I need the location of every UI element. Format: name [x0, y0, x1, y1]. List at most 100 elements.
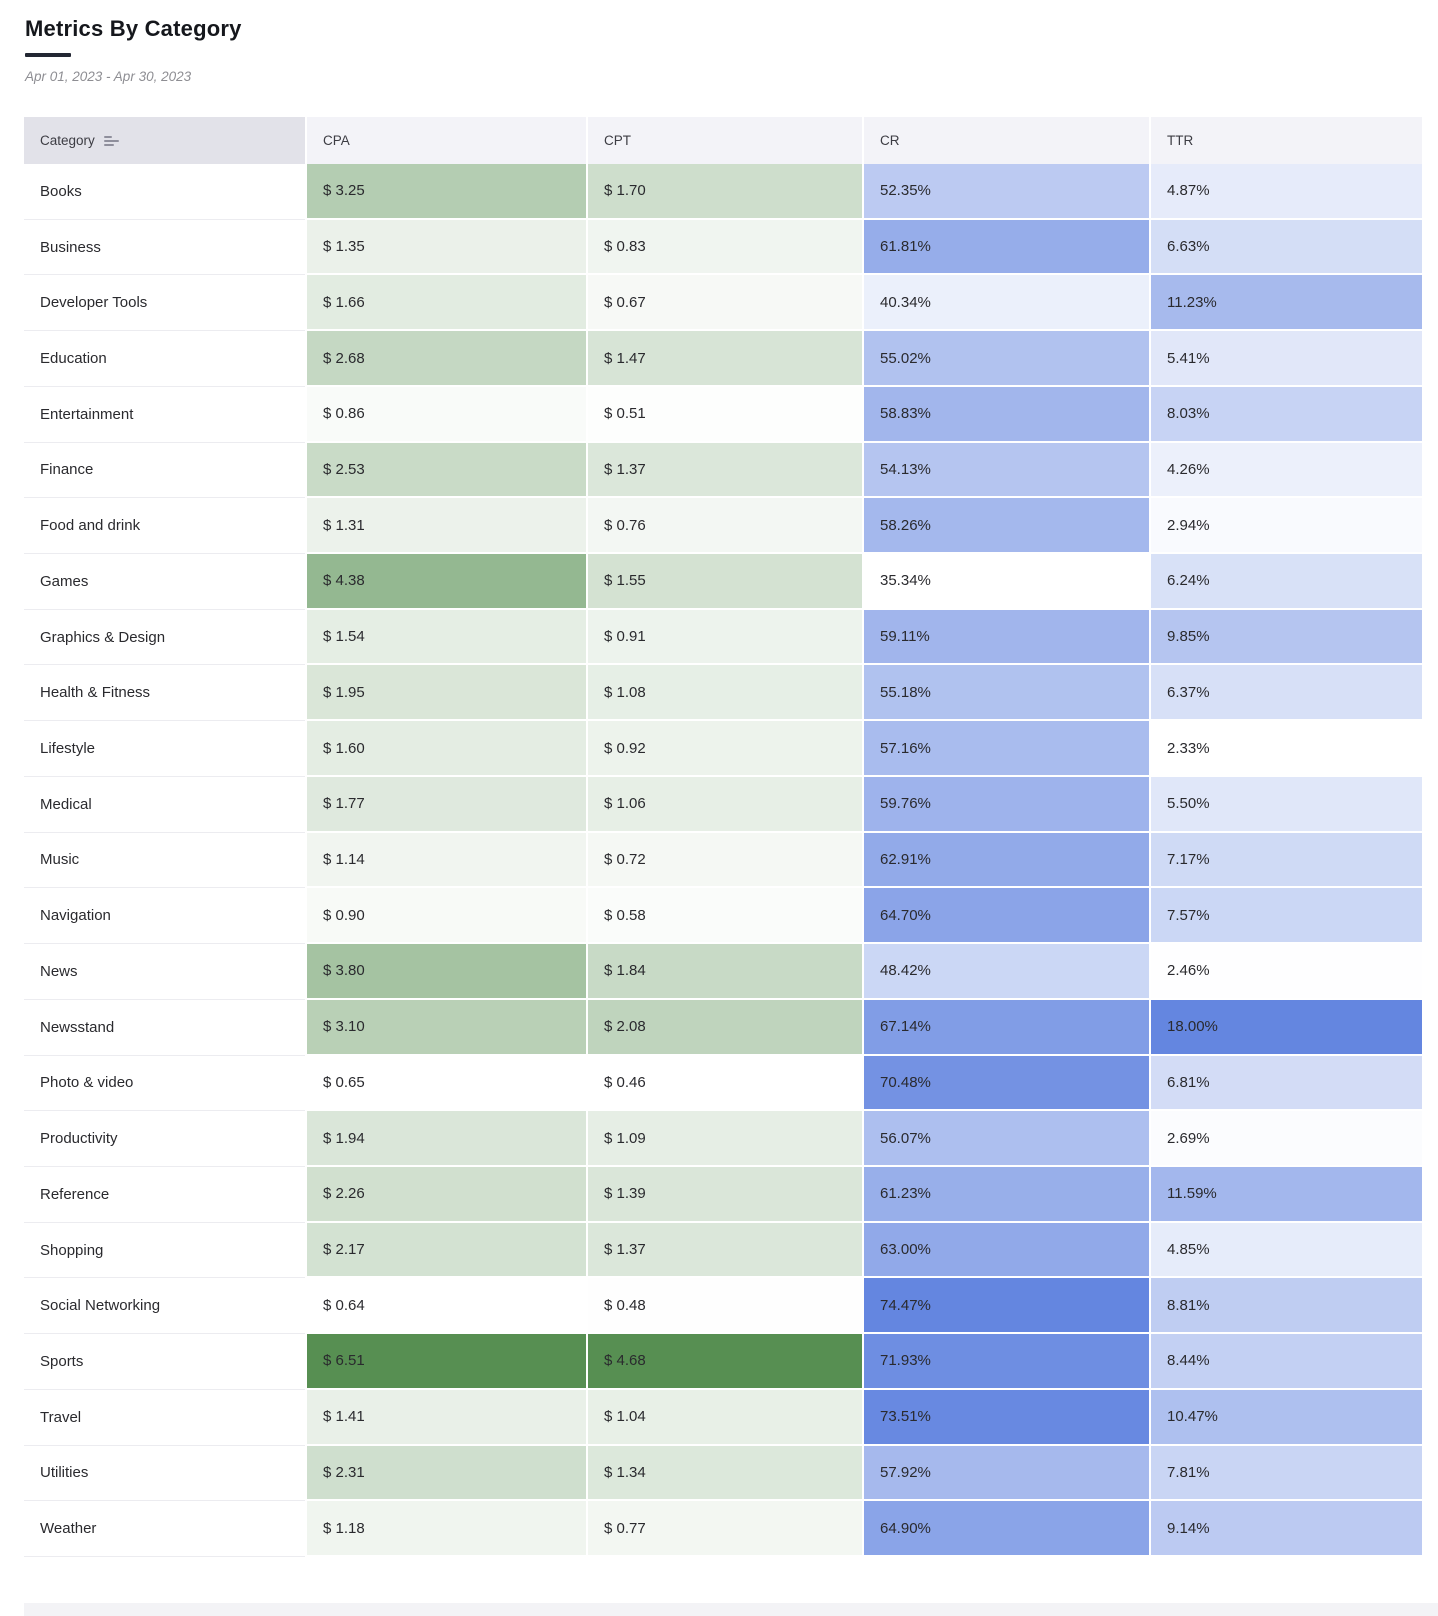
- cpa-cell: $ 3.10: [305, 999, 586, 1056]
- category-cell: Newsstand: [24, 999, 305, 1056]
- column-header-ttr[interactable]: TTR: [1149, 117, 1422, 164]
- ttr-cell: 8.03%: [1149, 386, 1422, 443]
- cr-cell: 35.34%: [862, 554, 1149, 610]
- cpt-cell: $ 0.51: [586, 386, 862, 443]
- category-cell: Graphics & Design: [24, 609, 305, 666]
- ttr-cell: 4.26%: [1149, 442, 1422, 499]
- cr-cell: 63.00%: [862, 1222, 1149, 1279]
- cpt-cell: $ 0.48: [586, 1278, 862, 1335]
- cpa-cell: $ 1.14: [305, 832, 586, 889]
- category-cell: Education: [24, 331, 305, 387]
- cpa-cell: $ 1.35: [305, 219, 586, 276]
- column-header-category-label: Category: [40, 133, 95, 148]
- category-cell: Reference: [24, 1166, 305, 1223]
- metrics-table: Category CPA CPT CR TTR Books $ 3.25 $ 1.7…: [24, 117, 1438, 1557]
- cpa-cell: $ 2.17: [305, 1222, 586, 1279]
- cr-cell: 40.34%: [862, 275, 1149, 332]
- cr-cell: 70.48%: [862, 1055, 1149, 1112]
- cpt-cell: $ 1.39: [586, 1166, 862, 1223]
- cpa-cell: $ 6.51: [305, 1334, 586, 1390]
- cr-cell: 64.90%: [862, 1501, 1149, 1557]
- cpa-cell: $ 3.25: [305, 164, 586, 220]
- ttr-cell: 8.81%: [1149, 1278, 1422, 1335]
- cpt-cell: $ 0.58: [586, 888, 862, 945]
- category-cell: Business: [24, 219, 305, 276]
- category-cell: Shopping: [24, 1222, 305, 1279]
- cr-cell: 61.81%: [862, 219, 1149, 276]
- cpa-cell: $ 1.77: [305, 776, 586, 833]
- category-cell: Music: [24, 832, 305, 889]
- cpt-cell: $ 0.76: [586, 498, 862, 555]
- cpa-cell: $ 0.86: [305, 386, 586, 443]
- category-cell: Medical: [24, 776, 305, 833]
- column-header-cpa[interactable]: CPA: [305, 117, 586, 164]
- cpa-cell: $ 1.41: [305, 1389, 586, 1446]
- cpa-cell: $ 2.31: [305, 1445, 586, 1502]
- cpa-cell: $ 0.64: [305, 1278, 586, 1335]
- ttr-cell: 2.69%: [1149, 1111, 1422, 1167]
- ttr-cell: 8.44%: [1149, 1334, 1422, 1390]
- page-title: Metrics By Category: [25, 16, 242, 41]
- cr-cell: 57.16%: [862, 721, 1149, 777]
- sort-icon[interactable]: [103, 135, 119, 146]
- cpt-cell: $ 1.37: [586, 1222, 862, 1279]
- category-cell: Developer Tools: [24, 275, 305, 332]
- ttr-cell: 4.87%: [1149, 164, 1422, 220]
- cpa-cell: $ 1.60: [305, 721, 586, 777]
- date-range-label: Apr 01, 2023 - Apr 30, 2023: [25, 69, 192, 84]
- cr-cell: 64.70%: [862, 888, 1149, 945]
- cpa-cell: $ 1.31: [305, 498, 586, 555]
- column-header-category[interactable]: Category: [24, 117, 305, 164]
- ttr-cell: 7.57%: [1149, 888, 1422, 945]
- category-cell: Food and drink: [24, 498, 305, 555]
- category-cell: Entertainment: [24, 386, 305, 443]
- ttr-cell: 18.00%: [1149, 999, 1422, 1056]
- cr-cell: 73.51%: [862, 1389, 1149, 1446]
- ttr-cell: 5.41%: [1149, 331, 1422, 387]
- cpt-cell: $ 1.47: [586, 331, 862, 387]
- category-cell: Productivity: [24, 1111, 305, 1167]
- category-cell: Travel: [24, 1389, 305, 1446]
- ttr-cell: 9.85%: [1149, 609, 1422, 666]
- title-underline: [25, 53, 71, 57]
- category-cell: Sports: [24, 1334, 305, 1390]
- cpt-cell: $ 0.72: [586, 832, 862, 889]
- cr-cell: 71.93%: [862, 1334, 1149, 1390]
- ttr-cell: 7.17%: [1149, 832, 1422, 889]
- cpt-cell: $ 1.37: [586, 442, 862, 499]
- ttr-cell: 2.33%: [1149, 721, 1422, 777]
- cpt-cell: $ 1.70: [586, 164, 862, 220]
- cpa-cell: $ 4.38: [305, 554, 586, 610]
- cpa-cell: $ 1.18: [305, 1501, 586, 1557]
- ttr-cell: 10.47%: [1149, 1389, 1422, 1446]
- category-cell: Finance: [24, 442, 305, 499]
- column-header-cpt[interactable]: CPT: [586, 117, 862, 164]
- cpt-cell: $ 1.55: [586, 554, 862, 610]
- cpa-cell: $ 1.94: [305, 1111, 586, 1167]
- cr-cell: 55.18%: [862, 665, 1149, 722]
- cpt-cell: $ 1.08: [586, 665, 862, 722]
- cr-cell: 58.83%: [862, 386, 1149, 443]
- column-header-cr[interactable]: CR: [862, 117, 1149, 164]
- ttr-cell: 11.59%: [1149, 1166, 1422, 1223]
- ttr-cell: 4.85%: [1149, 1222, 1422, 1279]
- category-cell: Weather: [24, 1501, 305, 1557]
- cr-cell: 62.91%: [862, 832, 1149, 889]
- cr-cell: 59.76%: [862, 776, 1149, 833]
- cpt-cell: $ 1.34: [586, 1445, 862, 1502]
- category-cell: Lifestyle: [24, 721, 305, 777]
- cr-cell: 67.14%: [862, 999, 1149, 1056]
- ttr-cell: 6.37%: [1149, 665, 1422, 722]
- category-cell: Navigation: [24, 888, 305, 945]
- cr-cell: 56.07%: [862, 1111, 1149, 1167]
- cpt-cell: $ 1.84: [586, 944, 862, 1000]
- category-cell: Photo & video: [24, 1055, 305, 1112]
- cpa-cell: $ 2.26: [305, 1166, 586, 1223]
- ttr-cell: 6.63%: [1149, 219, 1422, 276]
- cr-cell: 58.26%: [862, 498, 1149, 555]
- cpt-cell: $ 0.46: [586, 1055, 862, 1112]
- cpa-cell: $ 0.65: [305, 1055, 586, 1112]
- cpa-cell: $ 1.95: [305, 665, 586, 722]
- cpt-cell: $ 0.83: [586, 219, 862, 276]
- category-cell: Utilities: [24, 1445, 305, 1502]
